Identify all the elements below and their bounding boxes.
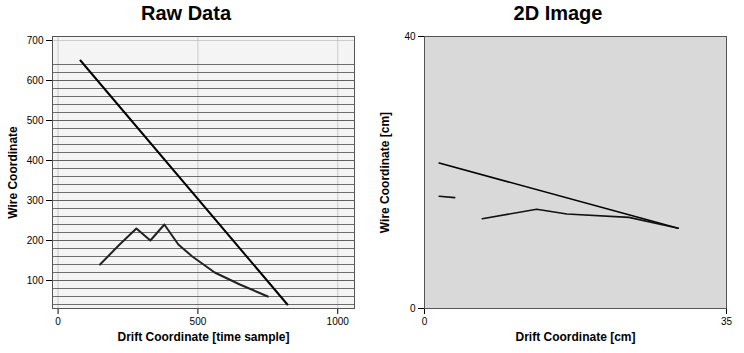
svg-text:40: 40 bbox=[404, 31, 416, 42]
svg-text:400: 400 bbox=[27, 155, 44, 166]
html-text:2D Image: 2D Image bbox=[513, 2, 603, 24]
svg-text:700: 700 bbox=[27, 35, 44, 46]
svg-text:0: 0 bbox=[410, 303, 416, 314]
svg-text:Drift Coordinate [time sample]: Drift Coordinate [time sample] bbox=[117, 330, 289, 344]
svg-text:200: 200 bbox=[27, 235, 44, 246]
svg-text:0: 0 bbox=[422, 316, 428, 327]
svg-text:500: 500 bbox=[190, 316, 207, 327]
svg-text:500: 500 bbox=[27, 115, 44, 126]
svg-text:100: 100 bbox=[27, 275, 44, 286]
svg-text:0: 0 bbox=[55, 316, 61, 327]
svg-text:Drift Coordinate [cm]: Drift Coordinate [cm] bbox=[516, 330, 636, 344]
svg-text:Wire Coordinate: Wire Coordinate bbox=[6, 126, 20, 219]
svg-text:600: 600 bbox=[27, 75, 44, 86]
svg-text:Wire Coordinate [cm]: Wire Coordinate [cm] bbox=[378, 112, 392, 233]
svg-text:300: 300 bbox=[27, 195, 44, 206]
svg-text:35: 35 bbox=[721, 316, 733, 327]
svg-text:1000: 1000 bbox=[327, 316, 350, 327]
html-text:Raw Data: Raw Data bbox=[141, 2, 231, 24]
